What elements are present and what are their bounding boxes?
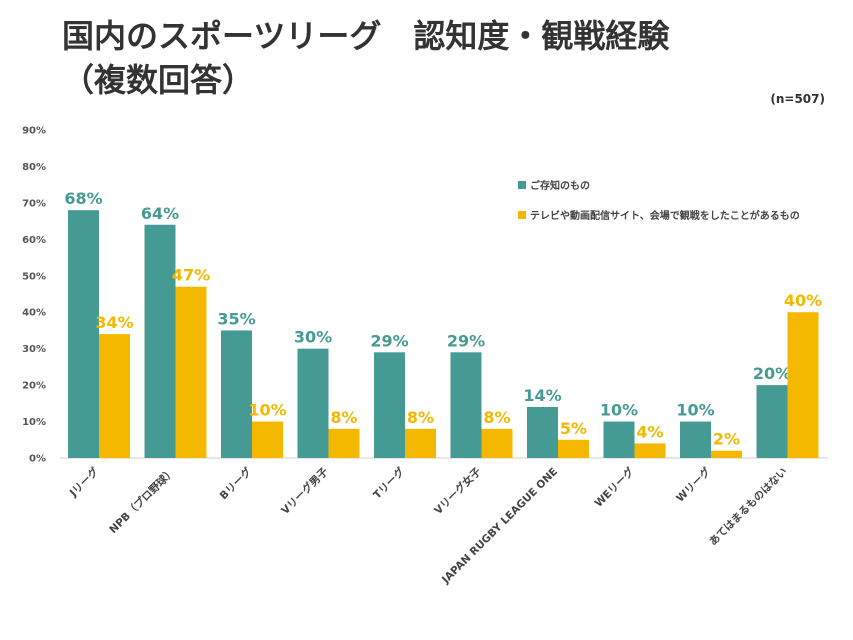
data-label: 8% [483,408,510,427]
data-label: 29% [370,331,408,350]
bar [756,385,788,458]
y-tick-label: 50% [22,271,46,282]
data-label: 8% [330,408,357,427]
data-label: 40% [784,291,822,310]
data-label: 10% [248,401,286,420]
bar [481,428,513,458]
bar [405,428,436,458]
y-tick-label: 70% [22,198,46,209]
y-tick-label: 90% [22,126,46,137]
bar [175,286,207,458]
y-tick-label: 40% [22,308,46,319]
legend-label: ご存知のもの [530,179,590,192]
x-tick-label: Jリーグ [66,465,101,500]
bar [68,210,99,458]
data-label: 34% [95,313,133,332]
bar [374,352,405,458]
data-label: 20% [753,364,791,383]
data-label: 10% [600,401,638,420]
bar [680,421,711,458]
chart-title: 国内のスポーツリーグ 認知度・観戦経験 （複数回答） [62,14,822,102]
x-tick-label: Tリーグ [371,465,408,502]
data-label: 4% [636,422,663,441]
y-tick-label: 20% [22,381,46,392]
legend-swatch [518,181,526,189]
bar [144,224,176,458]
x-tick-label: Vリーグ男子 [279,465,331,517]
data-label: 8% [407,408,434,427]
data-label: 14% [523,386,561,405]
title-line-2: （複数回答） [62,61,255,99]
data-label: 2% [713,430,740,449]
legend-label: テレビや動画配信サイト、会場で観戦をしたことがあるもの [530,209,800,222]
bar [328,428,360,458]
data-label: 64% [141,204,179,223]
sample-size-note: (n=507) [770,92,825,106]
x-tick-label: あてはまるものはない [706,465,789,548]
data-label: 35% [217,309,255,328]
x-tick-label: Bリーグ [217,465,254,502]
y-tick-label: 10% [22,417,46,428]
bar [99,334,130,458]
data-label: 10% [676,401,714,420]
x-tick-label: WEリーグ [592,465,637,510]
bar [603,421,635,458]
y-tick-label: 60% [22,235,46,246]
bar [527,406,558,458]
legend-swatch [518,211,526,219]
y-tick-label: 80% [22,162,46,173]
bar [221,330,252,458]
data-label: 47% [172,266,210,285]
y-tick-label: 30% [22,344,46,355]
data-label: 29% [447,331,485,350]
x-tick-label: Wリーグ [673,465,713,505]
bar [634,443,666,458]
title-line-1: 国内のスポーツリーグ 認知度・観戦経験 [62,17,670,55]
bar [558,439,589,458]
bar [297,348,329,458]
x-tick-label: Vリーグ女子 [432,465,484,517]
bar [252,421,283,458]
bar [711,450,742,458]
bar [450,352,482,458]
x-tick-label: NPB（プロ野球） [107,465,178,536]
data-label: 5% [560,419,587,438]
bar [787,312,819,458]
y-tick-label: 0% [29,454,46,465]
data-label: 68% [64,189,102,208]
data-label: 30% [294,328,332,347]
